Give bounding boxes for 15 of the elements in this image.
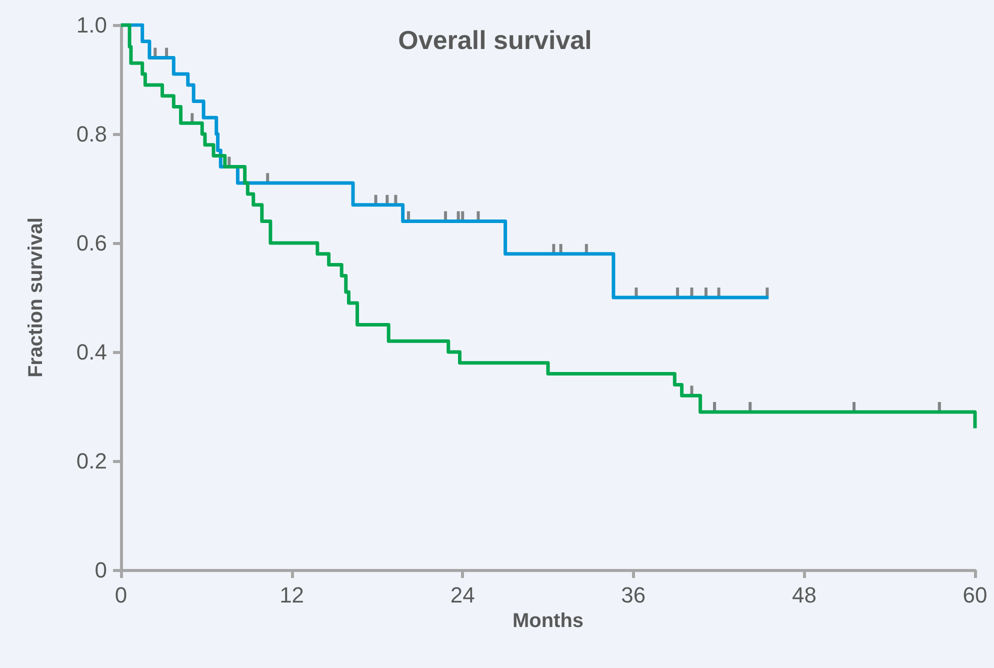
- x-tick-label: 12: [280, 582, 304, 608]
- x-tick-label: 48: [792, 582, 816, 608]
- x-tick-label: 60: [962, 582, 988, 608]
- y-tick-label: 0.8: [76, 122, 107, 146]
- y-axis-title: Fraction survival: [25, 217, 47, 378]
- y-tick-label: 0.2: [76, 448, 107, 474]
- y-tick-label: 0: [94, 558, 107, 582]
- y-tick-label: 1.0: [76, 12, 107, 38]
- x-tick-label: 24: [450, 582, 475, 608]
- y-tick-label: 0.4: [76, 340, 107, 364]
- y-tick-label: 0.6: [76, 230, 107, 256]
- x-axis-title: Months: [512, 610, 584, 632]
- chart-title: Overall survival: [398, 25, 592, 55]
- x-tick-label: 36: [621, 582, 646, 608]
- x-tick-label: 0: [114, 582, 128, 608]
